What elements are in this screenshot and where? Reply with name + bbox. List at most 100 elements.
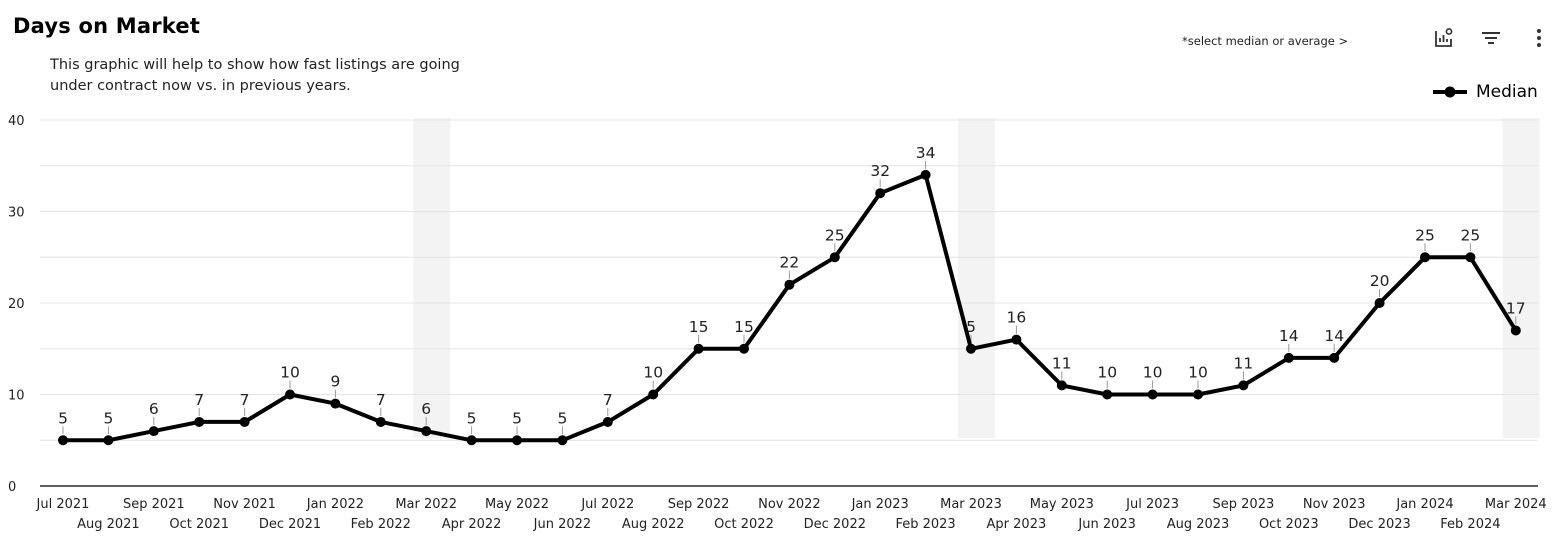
x-tick-label: Jan 2022 <box>306 497 364 512</box>
data-point <box>1374 298 1385 308</box>
chart-settings-icon[interactable] <box>1433 27 1455 49</box>
x-tick-label: Feb 2023 <box>895 517 955 532</box>
x-tick-label: Sep 2023 <box>1213 497 1275 512</box>
data-label: 15 <box>689 318 709 336</box>
data-point <box>739 343 749 354</box>
y-tick-label: 30 <box>8 206 25 221</box>
data-label: 22 <box>780 254 800 272</box>
more-vertical-icon[interactable] <box>1528 27 1550 49</box>
data-point <box>194 416 205 427</box>
select-median-average-hint[interactable]: *select median or average > <box>1182 34 1349 48</box>
data-label: 5 <box>512 409 522 427</box>
x-tick-label: May 2023 <box>1030 497 1094 512</box>
x-tick-label: Nov 2023 <box>1303 497 1366 512</box>
x-tick-label: Jul 2021 <box>36 497 90 512</box>
data-point <box>1056 380 1067 391</box>
x-tick-label: Oct 2022 <box>714 517 774 532</box>
data-point <box>1420 252 1430 263</box>
data-label: 9 <box>330 373 340 391</box>
data-label: 10 <box>1188 364 1208 382</box>
x-tick-label: Dec 2022 <box>804 517 866 532</box>
x-tick-label: Jul 2022 <box>580 497 634 512</box>
data-label: 10 <box>1097 364 1117 382</box>
data-point <box>1147 389 1158 400</box>
x-tick-label: Aug 2021 <box>77 517 140 532</box>
data-point <box>1510 325 1521 336</box>
data-point <box>784 279 795 290</box>
data-label: 20 <box>1370 272 1390 290</box>
x-tick-label: Jun 2022 <box>533 517 592 532</box>
x-tick-label: Feb 2024 <box>1440 517 1500 532</box>
data-label: 32 <box>870 162 890 180</box>
data-label: 10 <box>643 364 663 382</box>
data-point <box>966 343 976 354</box>
data-label: 14 <box>1279 327 1299 345</box>
x-tick-label: Jun 2023 <box>1077 517 1136 532</box>
data-label: 25 <box>1415 226 1435 244</box>
legend-item-median[interactable]: Median <box>1432 82 1538 102</box>
data-point <box>375 416 386 427</box>
data-label: 10 <box>280 364 300 382</box>
y-tick-label: 10 <box>8 389 25 404</box>
chart-subtitle: This graphic will help to show how fast … <box>50 57 460 94</box>
data-label: 17 <box>1506 299 1526 317</box>
highlight-band <box>958 118 995 438</box>
x-tick-label: Nov 2022 <box>758 497 821 512</box>
data-label: 6 <box>421 400 431 418</box>
data-label: 14 <box>1324 327 1344 345</box>
data-label: 11 <box>1234 354 1254 372</box>
x-tick-label: Mar 2023 <box>940 497 1002 512</box>
data-point <box>1102 389 1113 400</box>
x-tick-label: Apr 2022 <box>442 517 502 532</box>
legend-line-marker <box>1433 86 1467 98</box>
data-label: 15 <box>734 318 754 336</box>
data-label: 7 <box>376 391 386 409</box>
x-tick-label: Sep 2021 <box>123 497 185 512</box>
data-label: 7 <box>240 391 250 409</box>
x-tick-label: Jul 2023 <box>1125 497 1179 512</box>
x-tick-label: Aug 2023 <box>1167 517 1230 532</box>
data-point <box>693 343 704 354</box>
x-tick-label: May 2022 <box>485 497 549 512</box>
x-tick-label: Oct 2021 <box>169 517 229 532</box>
y-tick-label: 40 <box>8 114 25 129</box>
data-label: 5 <box>467 409 477 427</box>
y-tick-label: 0 <box>8 480 16 495</box>
data-point <box>602 416 613 427</box>
data-point <box>330 398 341 409</box>
data-label: 11 <box>1052 354 1072 372</box>
data-label: 34 <box>916 144 936 162</box>
data-label: 25 <box>825 226 845 244</box>
x-tick-label: Jan 2024 <box>1395 497 1453 512</box>
filter-icon[interactable] <box>1480 27 1502 49</box>
data-point <box>829 252 840 263</box>
data-label: 5 <box>557 409 567 427</box>
data-point <box>1465 252 1476 263</box>
data-point <box>421 426 432 437</box>
x-tick-label: Dec 2023 <box>1348 517 1410 532</box>
data-label: 16 <box>1007 309 1027 327</box>
data-point <box>1238 380 1249 391</box>
data-label: 10 <box>1143 364 1163 382</box>
highlight-band <box>1502 118 1540 438</box>
data-point <box>648 389 659 400</box>
data-point <box>920 169 931 180</box>
series-line-median <box>63 172 1518 443</box>
data-point <box>466 435 477 446</box>
legend-label: Median <box>1476 82 1538 102</box>
x-tick-label: Apr 2023 <box>987 517 1047 532</box>
x-tick-label: Jan 2023 <box>851 497 909 512</box>
chart-title: Days on Market <box>13 14 201 38</box>
data-point <box>103 435 114 446</box>
highlight-band <box>413 118 451 438</box>
data-label: 6 <box>149 400 159 418</box>
data-point <box>557 435 568 446</box>
data-point <box>148 426 159 437</box>
data-point <box>1193 389 1203 400</box>
data-label: 5 <box>58 409 68 427</box>
x-tick-label: Dec 2021 <box>259 517 321 532</box>
x-tick-label: Mar 2022 <box>395 497 457 512</box>
data-point <box>1283 352 1294 363</box>
x-tick-label: Feb 2022 <box>351 517 411 532</box>
x-tick-label: Aug 2022 <box>622 517 685 532</box>
